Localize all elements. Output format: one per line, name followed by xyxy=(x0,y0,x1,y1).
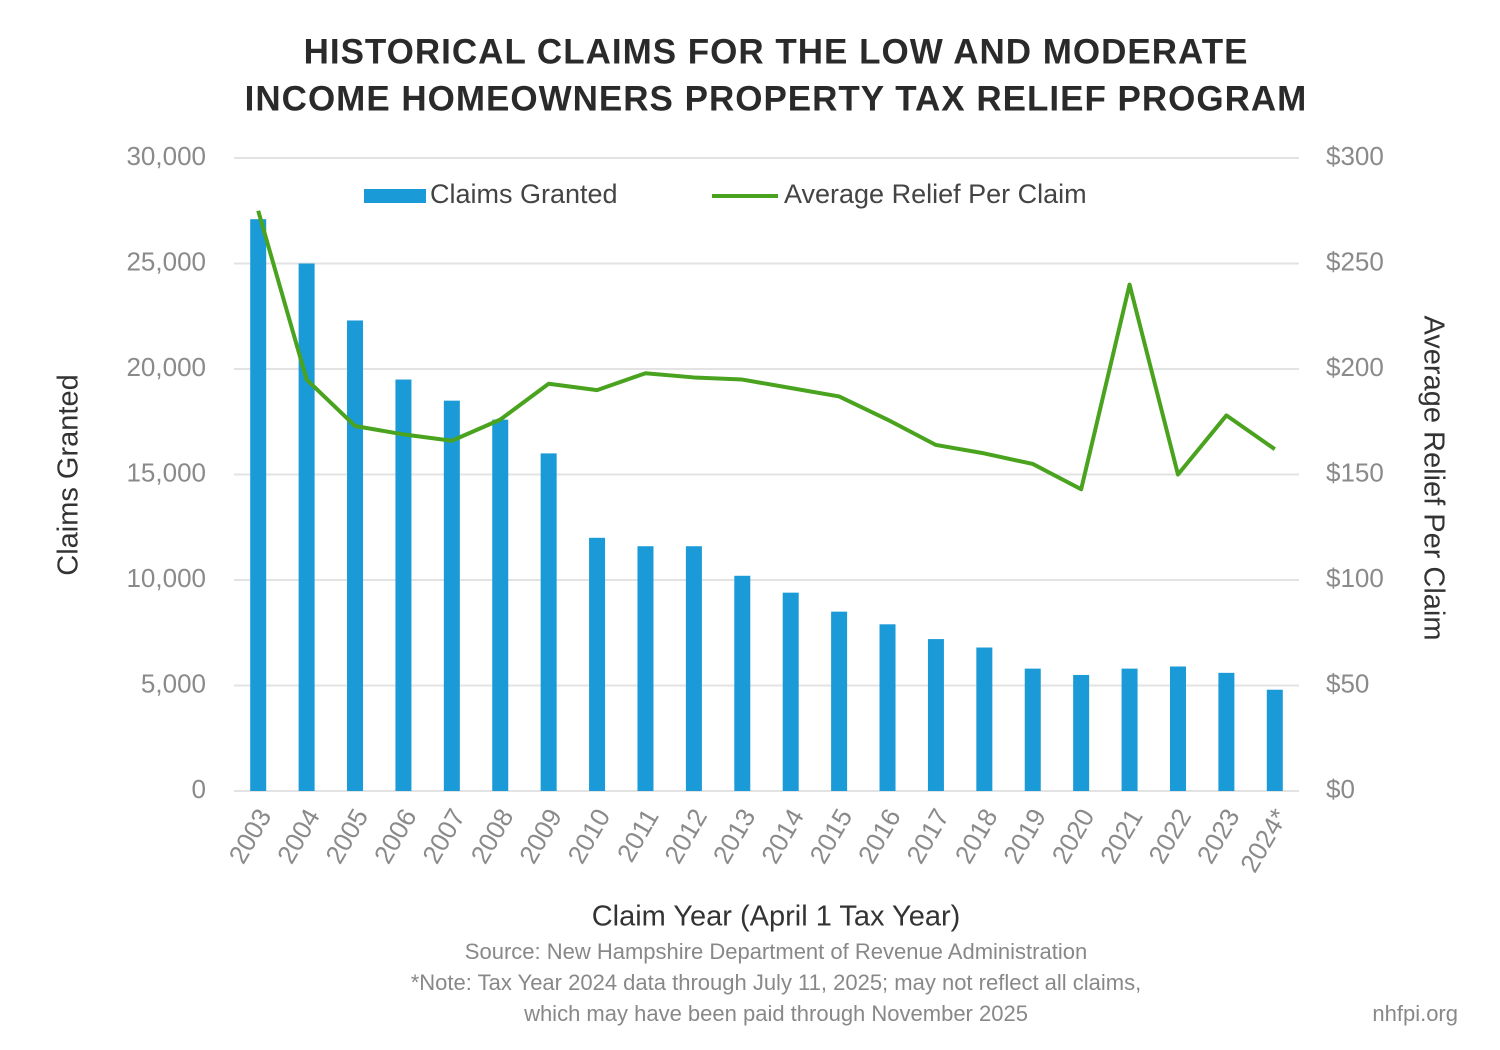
x-tick-label: 2010 xyxy=(561,803,616,868)
x-tick-label: 2004 xyxy=(271,803,326,868)
x-tick-label: 2006 xyxy=(368,803,423,868)
x-tick-label: 2007 xyxy=(416,803,471,868)
bar xyxy=(250,219,267,791)
x-tick-label: 2022 xyxy=(1142,803,1197,868)
bar xyxy=(879,624,896,791)
bar xyxy=(734,575,751,791)
x-tick-label: 2020 xyxy=(1045,803,1100,868)
y2-tick-label: $200 xyxy=(1326,352,1384,382)
line xyxy=(256,210,1276,492)
x-tick-label: 2016 xyxy=(852,803,907,868)
x-tick-label: 2008 xyxy=(464,803,519,868)
bar xyxy=(492,419,509,791)
bar xyxy=(443,400,460,791)
x-tick-label: 2014 xyxy=(755,803,810,868)
legend-label: Claims Granted xyxy=(430,179,618,209)
x-tick-label: 2011 xyxy=(611,803,665,866)
bar xyxy=(637,546,654,791)
bar xyxy=(1218,672,1235,791)
note: *Note: Tax Year 2024 data through July 1… xyxy=(411,970,1142,995)
bar xyxy=(589,537,606,791)
bar xyxy=(782,592,799,791)
bar xyxy=(1121,668,1138,791)
bar xyxy=(298,263,315,791)
x-tick-label: 2024* xyxy=(1234,803,1294,877)
x-tick-label: 2012 xyxy=(658,803,713,868)
y-tick-label: 15,000 xyxy=(126,457,206,487)
y-tick-label: 0 xyxy=(192,774,206,804)
y-axis-title: Claims Granted xyxy=(53,374,85,575)
bar xyxy=(1073,674,1090,791)
bar xyxy=(685,546,702,791)
legend-swatch xyxy=(364,189,426,203)
y-tick-label: 10,000 xyxy=(126,563,206,593)
y2-tick-label: $150 xyxy=(1326,457,1384,487)
x-tick-label: 2018 xyxy=(949,803,1004,868)
x-tick-label: 2021 xyxy=(1094,803,1149,868)
bar xyxy=(540,453,557,791)
y2-tick-label: $50 xyxy=(1326,668,1369,698)
chart-title: INCOME HOMEOWNERS PROPERTY TAX RELIEF PR… xyxy=(245,79,1308,118)
bar xyxy=(1169,666,1186,791)
y-tick-label: 20,000 xyxy=(126,352,206,382)
y2-tick-label: $0 xyxy=(1326,774,1355,804)
bar xyxy=(1266,689,1283,791)
x-tick-label: 2013 xyxy=(707,803,762,868)
y2-tick-label: $300 xyxy=(1326,141,1384,171)
x-tick-label: 2017 xyxy=(900,803,955,868)
bar xyxy=(1024,668,1041,791)
x-tick-label: 2009 xyxy=(513,803,568,868)
bar xyxy=(927,639,944,791)
y2-tick-label: $100 xyxy=(1326,563,1384,593)
y-tick-label: 30,000 xyxy=(126,141,206,171)
chart-title: HISTORICAL CLAIMS FOR THE LOW AND MODERA… xyxy=(304,32,1249,71)
legend-label: Average Relief Per Claim xyxy=(784,179,1087,209)
credit: nhfpi.org xyxy=(1372,1001,1458,1026)
y2-axis-title: Average Relief Per Claim xyxy=(1417,315,1449,640)
y2-tick-label: $250 xyxy=(1326,246,1384,276)
x-tick-label: 2015 xyxy=(803,803,858,868)
x-tick-label: 2003 xyxy=(222,803,277,868)
y-tick-label: 5,000 xyxy=(141,668,206,698)
bar xyxy=(395,379,412,791)
note: which may have been paid through Novembe… xyxy=(523,1001,1028,1026)
bar xyxy=(347,320,364,791)
x-axis-title: Claim Year (April 1 Tax Year) xyxy=(592,901,961,933)
y-tick-label: 25,000 xyxy=(126,246,206,276)
x-tick-label: 2019 xyxy=(997,803,1052,868)
x-tick-label: 2005 xyxy=(319,803,374,868)
bar xyxy=(831,611,848,791)
bar xyxy=(976,647,993,791)
source: Source: New Hampshire Department of Reve… xyxy=(465,939,1087,964)
